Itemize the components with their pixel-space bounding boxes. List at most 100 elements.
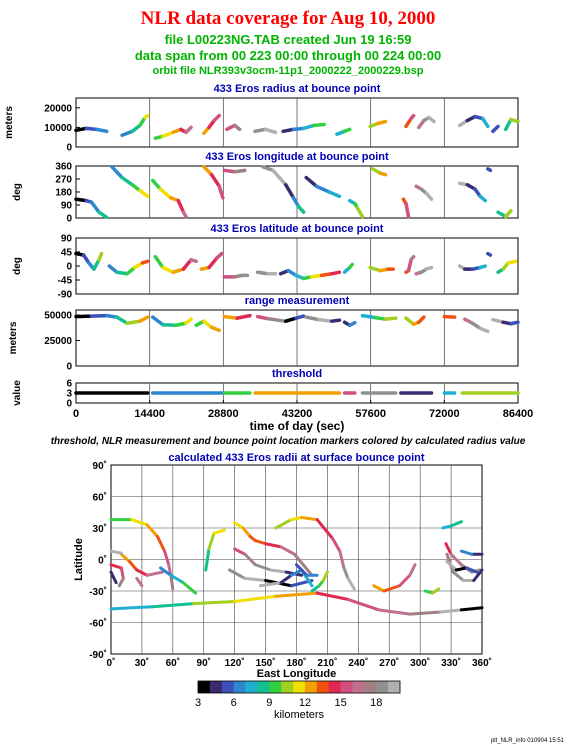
colorbar-cell (209, 681, 223, 693)
data-trace (509, 117, 520, 124)
ground-track (109, 549, 123, 555)
y-tick-label: 3 (66, 389, 72, 400)
ground-track (451, 570, 465, 582)
data-trace (74, 314, 94, 319)
data-trace (409, 113, 416, 121)
colorbar-cell (376, 681, 389, 693)
ground-track (382, 584, 402, 593)
map-title: calculated 433 Eros radii at surface bou… (168, 452, 424, 464)
data-trace (424, 265, 434, 271)
y-tick-label: 0 (66, 214, 72, 225)
ground-track (109, 570, 118, 585)
ground-track (289, 568, 304, 577)
data-trace (427, 115, 436, 124)
data-trace (158, 187, 173, 200)
y-tick-label: 10000 (44, 123, 72, 134)
map-x-tick-label: 180˚ (286, 657, 306, 669)
data-trace (138, 315, 150, 323)
data-trace (478, 194, 488, 203)
ground-track (459, 606, 484, 612)
ground-track (233, 521, 245, 530)
ground-track (169, 573, 185, 585)
data-trace (327, 190, 342, 199)
map-x-axis-label: East Longitude (257, 668, 336, 680)
ground-track (155, 534, 167, 553)
panel-title: range measurement (245, 295, 350, 307)
page-title: NLR data coverage for Aug 10, 2000 (140, 8, 436, 29)
y-tick-label: 180 (55, 188, 72, 199)
data-trace (143, 113, 150, 120)
ground-track (130, 518, 149, 527)
colorbar-cell (352, 681, 365, 693)
ground-track (444, 542, 453, 556)
ground-track (241, 526, 252, 538)
data-trace (478, 326, 490, 334)
data-trace (209, 325, 221, 333)
y-axis-label: meters (4, 106, 15, 139)
data-trace (97, 251, 104, 262)
data-trace (376, 119, 388, 126)
data-trace (383, 316, 398, 321)
colorbar-tick-label: 6 (231, 697, 237, 709)
y-tick-label: 360 (55, 162, 72, 173)
ground-track (346, 597, 381, 612)
ground-track (128, 560, 139, 572)
data-trace (406, 258, 413, 273)
ground-track (207, 531, 216, 551)
data-trace (92, 258, 101, 271)
y-tick-label: 90 (61, 201, 73, 212)
data-trace (94, 127, 109, 134)
ground-track (449, 552, 463, 567)
y-axis-label: deg (12, 257, 23, 275)
ground-track (228, 568, 247, 580)
ground-track (408, 563, 417, 577)
colorbar-cell (245, 681, 258, 693)
x-tick-label: 57600 (355, 408, 386, 420)
data-trace (161, 323, 178, 328)
ground-track (274, 518, 293, 530)
data-trace (202, 164, 214, 177)
ground-track (253, 563, 273, 572)
data-trace (235, 313, 252, 320)
data-trace (97, 210, 109, 220)
ground-track (331, 537, 342, 553)
colorbar-tick-label: 18 (370, 697, 382, 709)
ground-track (465, 566, 479, 574)
y-tick-label: 0 (66, 262, 72, 273)
colorbar-cell (269, 681, 282, 693)
map-y-axis-label: Latitude (73, 538, 85, 581)
y-axis-label: value (12, 380, 23, 406)
ground-track (163, 549, 171, 567)
map-y-tick-label: 0˚ (98, 555, 107, 567)
data-trace (486, 251, 493, 257)
ground-track (264, 542, 283, 549)
data-trace (304, 175, 319, 188)
ground-track (145, 523, 159, 538)
data-trace (176, 198, 186, 214)
data-trace (330, 270, 342, 276)
data-trace (317, 317, 334, 323)
colorbar-cell (257, 681, 270, 693)
y-tick-label: 20000 (44, 103, 72, 114)
map-x-tick-label: 300˚ (410, 657, 430, 669)
map-y-tick-label: 60˚ (93, 492, 107, 504)
ground-track (300, 516, 319, 522)
data-trace (355, 206, 365, 219)
colorbar-cell (281, 681, 294, 693)
data-trace (409, 254, 416, 262)
colorbar-cell (293, 681, 306, 693)
data-trace (368, 265, 383, 273)
marker-caption: threshold, NLR measurement and bounce po… (50, 436, 526, 447)
map-x-tick-label: 240˚ (348, 657, 368, 669)
ground-track (191, 600, 237, 606)
ground-track (454, 566, 469, 572)
data-trace (314, 184, 331, 194)
panel-title: 433 Eros longitude at bounce point (205, 151, 389, 163)
ground-track (119, 552, 132, 564)
data-trace (217, 184, 225, 200)
data-trace (503, 117, 513, 132)
panel-title: 433 Eros radius at bounce point (214, 83, 381, 95)
ground-track (109, 605, 154, 611)
data-trace (140, 259, 150, 265)
data-trace (150, 178, 163, 191)
